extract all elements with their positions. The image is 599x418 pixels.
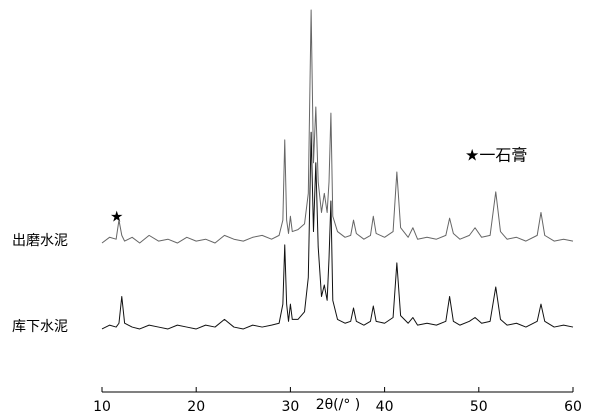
series-line <box>101 9 574 244</box>
x-tick-label: 60 <box>564 399 582 415</box>
x-tick-label: 40 <box>376 399 394 415</box>
series-label: 库下水泥 <box>12 319 68 335</box>
x-tick-label: 50 <box>470 399 488 415</box>
series-line <box>101 131 574 330</box>
x-tick-label: 30 <box>281 399 299 415</box>
annotation: ★一石膏 <box>465 146 527 165</box>
x-axis-label: 2θ(/° ) <box>316 397 361 413</box>
series-label: 出磨水泥 <box>12 233 68 249</box>
annotation: ★ <box>110 208 123 226</box>
x-tick-label: 20 <box>187 399 205 415</box>
x-tick-label: 10 <box>93 399 111 415</box>
